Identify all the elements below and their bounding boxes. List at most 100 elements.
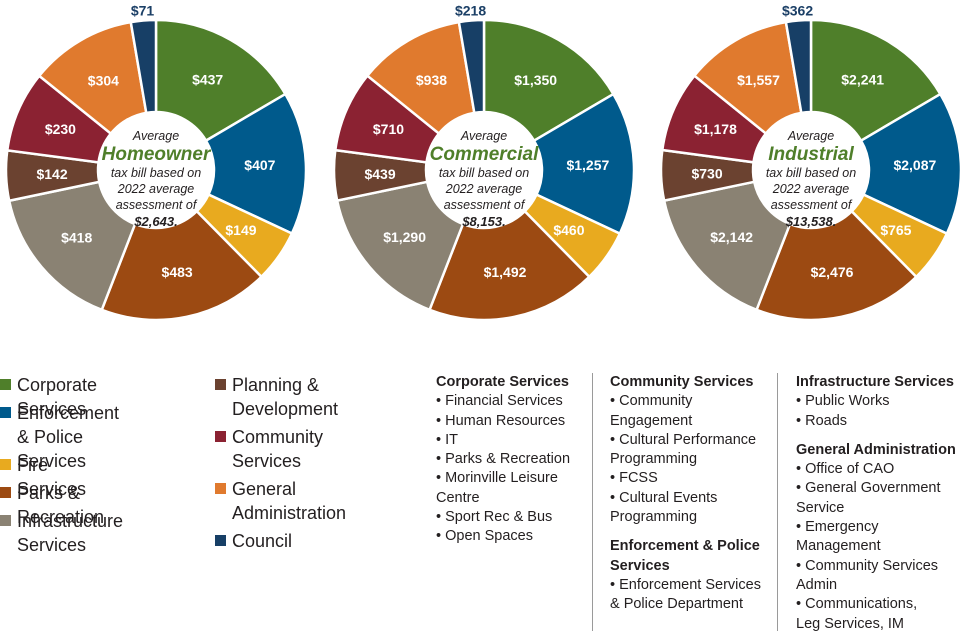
legend-swatch bbox=[215, 483, 226, 494]
slice-council bbox=[457, 18, 486, 115]
slice-parks-recreation bbox=[100, 209, 264, 322]
slice-infrastructure-services bbox=[662, 180, 792, 312]
donut-industrial: $2,241 $2,087 $765 $2,476 $2,142 $730 $1,178 $1… bbox=[659, 3, 960, 322]
center-subtitle: tax bill based on bbox=[111, 166, 201, 180]
value-label-infrastructure-services: $2,142 bbox=[710, 229, 753, 245]
legend-swatch bbox=[0, 379, 11, 390]
service-item: • Enforcement Services & Police Departme… bbox=[610, 576, 761, 613]
center-title: Homeowner bbox=[102, 144, 212, 165]
value-label-corporate-services: $2,241 bbox=[841, 72, 884, 88]
service-item: • Parks & Recreation bbox=[436, 451, 571, 468]
column-divider bbox=[777, 373, 778, 631]
value-label-planning-development: $142 bbox=[36, 166, 67, 182]
donut-commercial: $1,350 $1,257 $460 $1,492 $1,290 $439 $710 $938… bbox=[332, 3, 636, 322]
value-label-council: $218 bbox=[455, 3, 486, 19]
value-label-planning-development: $439 bbox=[364, 166, 395, 182]
center-title: Industrial bbox=[768, 144, 854, 165]
service-item: • Cultural Performance Programming bbox=[610, 431, 757, 468]
value-label-fire-services: $765 bbox=[880, 222, 911, 238]
legend-label: Parks & Recreation bbox=[17, 483, 105, 527]
slice-council bbox=[129, 18, 158, 115]
center-subtitle: assessment of bbox=[444, 198, 526, 212]
legend-swatch bbox=[0, 515, 11, 526]
center-amount: $2,643. bbox=[133, 214, 177, 229]
slice-enforcement-police-services bbox=[532, 92, 636, 236]
services-community-enforcement: Community Services • Community Engagemen… bbox=[610, 373, 775, 615]
center-subtitle: tax bill based on bbox=[439, 166, 529, 180]
service-item: • Public Works bbox=[796, 393, 890, 410]
spacer bbox=[796, 431, 958, 441]
center-title: Commercial bbox=[430, 144, 539, 165]
services-heading: Corporate Services bbox=[436, 374, 569, 390]
donut-homeowner: $437 $407 $149 $483 $418 $142 $230 $304 $71 Avera… bbox=[4, 3, 308, 322]
service-item: • IT bbox=[436, 431, 458, 448]
service-item: • Morinville Leisure Centre bbox=[436, 470, 558, 506]
center-amount: $13,538. bbox=[785, 214, 837, 229]
service-item: • Emergency Management bbox=[796, 519, 881, 555]
slice-parks-recreation bbox=[754, 209, 919, 322]
service-item: • Communications, Leg Services, IM bbox=[796, 596, 918, 632]
services-heading: Infrastructure Services bbox=[796, 374, 954, 390]
slice-corporate-services bbox=[154, 18, 288, 143]
service-item: • Roads bbox=[796, 412, 848, 429]
services-corporate: Corporate Services • Financial Services … bbox=[436, 373, 588, 547]
service-item: • Community Services Admin bbox=[796, 557, 939, 593]
value-label-fire-services: $460 bbox=[553, 222, 584, 238]
center-prefix: Average bbox=[460, 129, 507, 143]
center-subtitle: tax bill based on bbox=[766, 166, 856, 180]
legend-label: Community Services bbox=[232, 427, 324, 471]
value-label-general-administration: $938 bbox=[416, 72, 447, 88]
legend-label: Fire Services bbox=[17, 455, 87, 499]
services-infrastructure-admin: Infrastructure Services • Public Works •… bbox=[796, 373, 958, 634]
value-label-planning-development: $730 bbox=[691, 166, 722, 182]
legend-label: Enforcement & Police Services bbox=[17, 403, 120, 471]
value-label-community-services: $710 bbox=[373, 121, 404, 137]
services-heading: General Administration bbox=[796, 441, 956, 458]
legend-swatch bbox=[0, 407, 11, 418]
center-prefix: Average bbox=[132, 129, 179, 143]
service-item: • Open Spaces bbox=[436, 528, 533, 545]
legend-label: Council bbox=[232, 531, 293, 551]
value-label-parks-recreation: $483 bbox=[162, 264, 193, 280]
service-item: • Community Engagement bbox=[610, 393, 693, 429]
slice-corporate-services bbox=[482, 18, 616, 143]
value-label-council: $71 bbox=[131, 3, 155, 19]
value-label-enforcement-police-services: $407 bbox=[244, 157, 275, 173]
slice-infrastructure-services bbox=[7, 180, 137, 312]
services-heading: Community Services bbox=[610, 374, 754, 390]
legend-swatch bbox=[215, 535, 226, 546]
legend-column-2: Planning & Development Community Service… bbox=[215, 373, 415, 563]
value-label-council: $362 bbox=[782, 3, 813, 19]
value-label-corporate-services: $437 bbox=[192, 72, 223, 88]
value-label-parks-recreation: $1,492 bbox=[484, 264, 527, 280]
value-label-corporate-services: $1,350 bbox=[514, 72, 557, 88]
center-subtitle: 2022 average bbox=[772, 182, 850, 196]
legend-swatch bbox=[215, 431, 226, 442]
legend-swatch bbox=[0, 459, 11, 470]
service-item: • Cultural Events Programming bbox=[610, 489, 718, 526]
center-subtitle: 2022 average bbox=[117, 182, 195, 196]
value-label-enforcement-police-services: $2,087 bbox=[893, 157, 936, 173]
slice-enforcement-police-services bbox=[204, 92, 308, 236]
legend-column-1: Corporate Services Enforcement & Police … bbox=[0, 373, 210, 563]
value-label-community-services: $230 bbox=[45, 121, 76, 137]
value-label-enforcement-police-services: $1,257 bbox=[566, 157, 609, 173]
service-item: • General Government Service bbox=[796, 480, 941, 516]
legend-label: General Administration bbox=[232, 479, 347, 523]
service-item: • Financial Services bbox=[436, 393, 563, 410]
slice-enforcement-police-services bbox=[859, 92, 960, 236]
value-label-general-administration: $1,557 bbox=[737, 72, 780, 88]
center-subtitle: assessment of bbox=[116, 198, 198, 212]
value-label-infrastructure-services: $1,290 bbox=[383, 229, 426, 245]
slice-corporate-services bbox=[809, 18, 943, 143]
value-label-infrastructure-services: $418 bbox=[61, 229, 92, 245]
slice-council bbox=[784, 18, 813, 115]
value-label-parks-recreation: $2,476 bbox=[811, 264, 854, 280]
service-item: • Sport Rec & Bus bbox=[436, 509, 553, 526]
center-subtitle: assessment of bbox=[771, 198, 853, 212]
value-label-fire-services: $149 bbox=[225, 222, 256, 238]
legend-label: Corporate Services bbox=[17, 375, 98, 419]
center-amount: $8,153. bbox=[461, 214, 505, 229]
slice-infrastructure-services bbox=[335, 180, 465, 312]
center-prefix: Average bbox=[787, 129, 834, 143]
